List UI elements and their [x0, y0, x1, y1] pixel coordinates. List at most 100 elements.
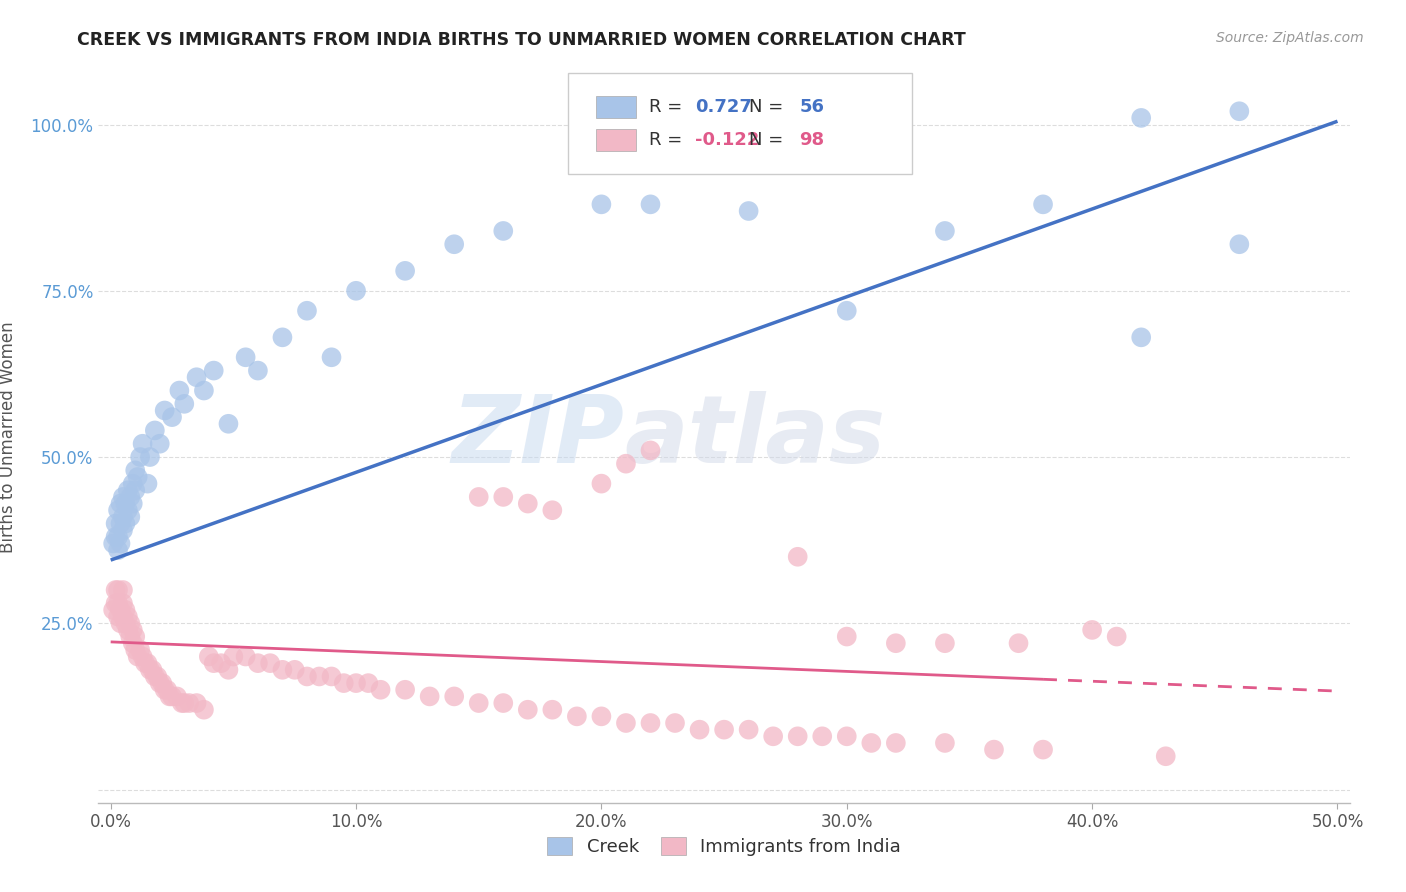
Point: [114, 616, 136, 631]
Point: [1227, 104, 1250, 119]
Point: [295, 303, 318, 318]
Text: 56: 56: [799, 98, 824, 116]
Point: [159, 690, 181, 704]
Point: [141, 663, 163, 677]
Point: [235, 649, 257, 664]
Point: [217, 417, 239, 431]
Point: [443, 690, 465, 704]
Point: [1227, 237, 1250, 252]
Point: [111, 523, 134, 537]
Point: [786, 729, 808, 743]
Point: [1130, 111, 1153, 125]
Point: [101, 536, 124, 550]
Point: [934, 636, 956, 650]
Text: Source: ZipAtlas.com: Source: ZipAtlas.com: [1216, 31, 1364, 45]
Point: [186, 370, 208, 384]
Point: [786, 549, 808, 564]
Point: [516, 497, 538, 511]
Point: [591, 476, 613, 491]
Point: [217, 663, 239, 677]
Point: [516, 703, 538, 717]
Point: [107, 596, 129, 610]
Point: [173, 696, 195, 710]
Point: [121, 636, 143, 650]
Point: [222, 649, 245, 664]
Point: [129, 643, 152, 657]
Point: [131, 436, 153, 450]
Point: [640, 197, 662, 211]
Point: [146, 669, 169, 683]
Point: [344, 676, 367, 690]
FancyBboxPatch shape: [596, 96, 637, 118]
Point: [394, 682, 416, 697]
Point: [173, 397, 195, 411]
Point: [664, 716, 686, 731]
Point: [344, 284, 367, 298]
Point: [127, 649, 149, 664]
Point: [689, 723, 711, 737]
Point: [150, 676, 173, 690]
Point: [104, 530, 127, 544]
Point: [110, 616, 132, 631]
Point: [170, 696, 193, 710]
Point: [1081, 623, 1104, 637]
Point: [107, 530, 129, 544]
Text: N =: N =: [749, 131, 789, 149]
Point: [169, 384, 191, 398]
Point: [193, 703, 215, 717]
Point: [492, 490, 515, 504]
Point: [120, 509, 142, 524]
Point: [149, 436, 172, 450]
Point: [111, 582, 134, 597]
Point: [107, 503, 129, 517]
Point: [591, 197, 613, 211]
Point: [492, 224, 515, 238]
Text: 98: 98: [799, 131, 824, 149]
Point: [640, 443, 662, 458]
Point: [614, 457, 637, 471]
Point: [835, 729, 858, 743]
Point: [591, 709, 613, 723]
Point: [983, 742, 1005, 756]
Point: [202, 656, 225, 670]
Point: [186, 696, 208, 710]
Point: [104, 596, 127, 610]
Text: N =: N =: [749, 98, 789, 116]
FancyBboxPatch shape: [568, 73, 911, 174]
Text: -0.122: -0.122: [696, 131, 759, 149]
Point: [934, 224, 956, 238]
Point: [101, 603, 124, 617]
Point: [121, 623, 143, 637]
Point: [117, 483, 139, 498]
Point: [107, 582, 129, 597]
Point: [467, 490, 489, 504]
Point: [357, 676, 380, 690]
Point: [104, 582, 127, 597]
Point: [271, 330, 294, 344]
Point: [131, 649, 153, 664]
Point: [111, 596, 134, 610]
Text: atlas: atlas: [624, 391, 886, 483]
Point: [198, 649, 221, 664]
Point: [541, 703, 564, 717]
Text: R =: R =: [650, 131, 688, 149]
Point: [614, 716, 637, 731]
Point: [136, 656, 159, 670]
Point: [110, 516, 132, 531]
Point: [143, 424, 166, 438]
Point: [156, 682, 179, 697]
Point: [884, 636, 907, 650]
Point: [120, 490, 142, 504]
Point: [492, 696, 515, 710]
Point: [120, 616, 142, 631]
Point: [370, 682, 392, 697]
Point: [284, 663, 307, 677]
Point: [271, 663, 294, 677]
Point: [124, 483, 146, 498]
Point: [193, 384, 215, 398]
Point: [104, 516, 127, 531]
Point: [110, 603, 132, 617]
Point: [114, 516, 136, 531]
Point: [295, 669, 318, 683]
Point: [121, 476, 143, 491]
